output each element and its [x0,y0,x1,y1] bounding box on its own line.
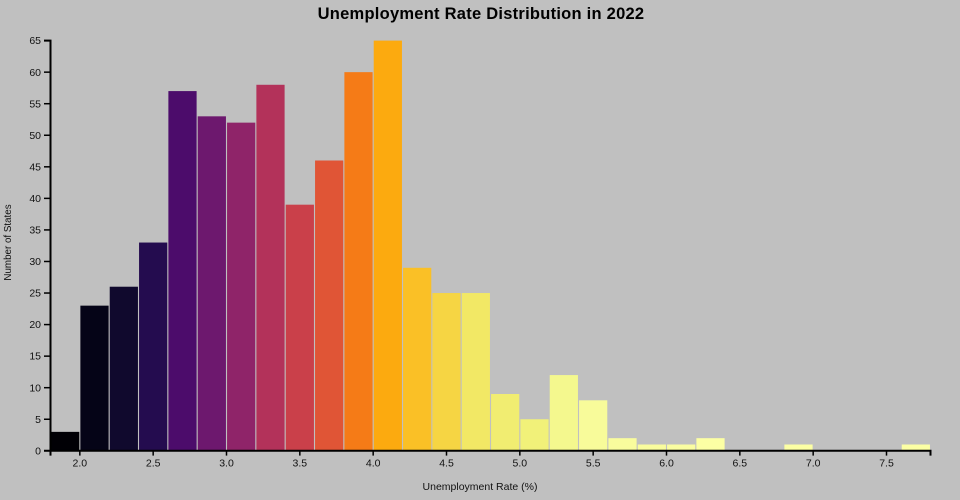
svg-text:4.5: 4.5 [439,457,454,469]
svg-text:Unemployment Rate (%): Unemployment Rate (%) [423,481,538,493]
svg-text:2.5: 2.5 [146,457,161,469]
svg-text:65: 65 [29,35,41,47]
svg-text:25: 25 [29,288,41,300]
svg-text:4.0: 4.0 [366,457,381,469]
svg-text:0: 0 [35,445,41,457]
svg-text:5.0: 5.0 [513,457,528,469]
svg-text:Number of States: Number of States [3,204,14,280]
svg-text:60: 60 [29,67,41,79]
svg-text:5.5: 5.5 [586,457,601,469]
svg-text:30: 30 [29,256,41,268]
svg-text:5: 5 [35,414,41,426]
svg-text:Unemployment Rate Distribution: Unemployment Rate Distribution in 2022 [318,5,645,23]
svg-text:6.5: 6.5 [733,457,748,469]
svg-text:2.0: 2.0 [73,457,88,469]
svg-text:20: 20 [29,319,41,331]
svg-text:40: 40 [29,193,41,205]
svg-text:45: 45 [29,161,41,173]
svg-text:55: 55 [29,98,41,110]
svg-text:3.0: 3.0 [219,457,234,469]
svg-text:15: 15 [29,351,41,363]
svg-text:6.0: 6.0 [659,457,674,469]
svg-text:10: 10 [29,382,41,394]
svg-text:7.0: 7.0 [806,457,821,469]
svg-text:3.5: 3.5 [293,457,308,469]
svg-text:7.5: 7.5 [879,457,894,469]
svg-text:50: 50 [29,130,41,142]
svg-text:35: 35 [29,225,41,237]
